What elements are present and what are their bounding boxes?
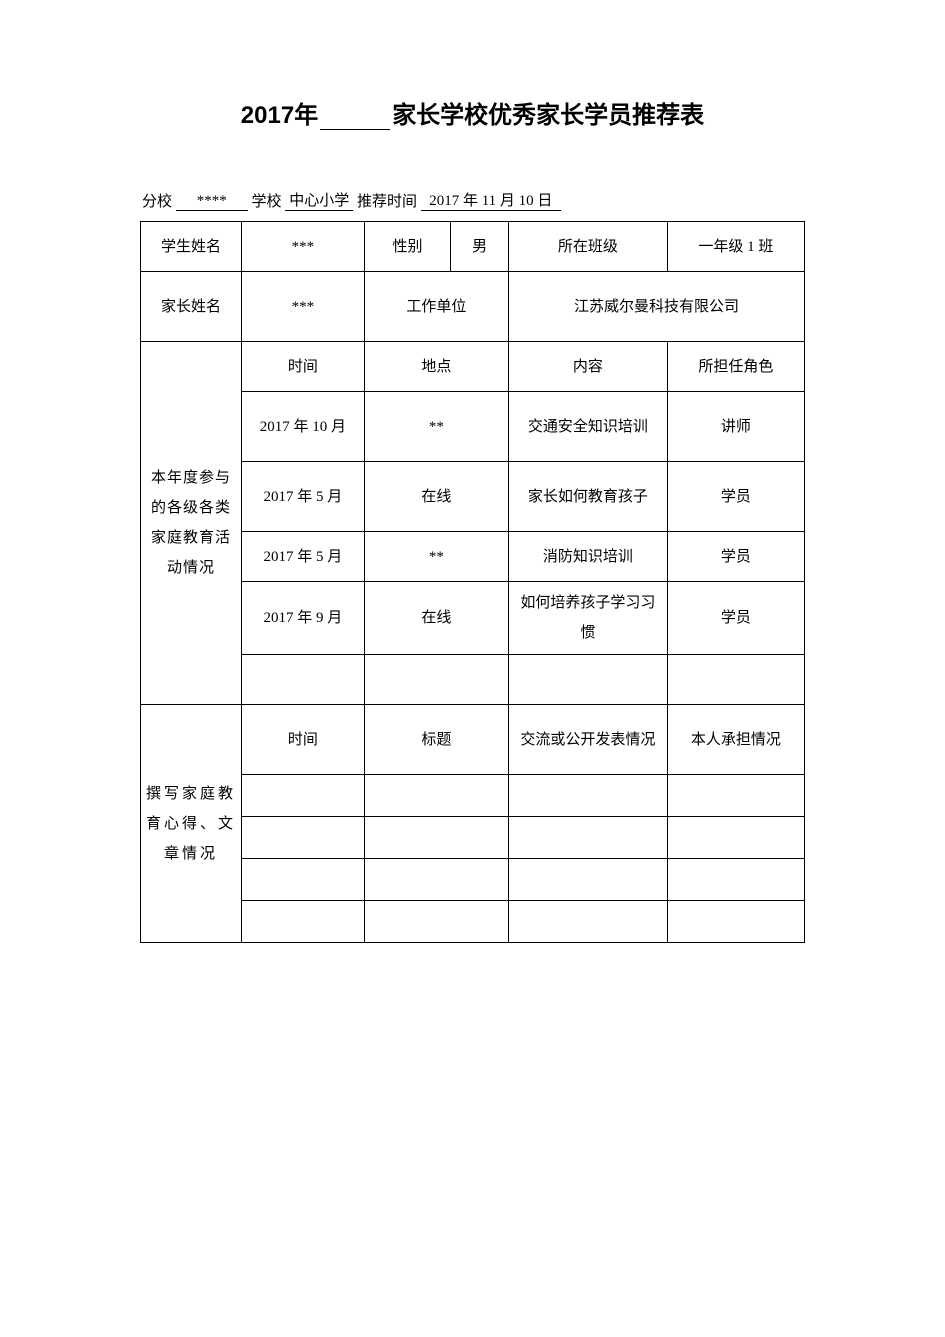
activity-place: ** — [364, 392, 508, 462]
branch-label: 分校 — [142, 194, 172, 210]
activity-place — [364, 655, 508, 705]
date-label: 推荐时间 — [357, 194, 417, 210]
activity-time — [242, 655, 365, 705]
writing-time — [242, 817, 365, 859]
activities-section-label: 本年度参与的各级各类家庭教育活动情况 — [141, 342, 242, 705]
work-label: 工作单位 — [364, 272, 508, 342]
writings-section-label: 撰写家庭教育心得、文章情况 — [141, 705, 242, 943]
activity-place: ** — [364, 532, 508, 582]
activities-header-place: 地点 — [364, 342, 508, 392]
writing-title — [364, 859, 508, 901]
title-year-suffix: 年 — [294, 103, 318, 129]
writing-title — [364, 817, 508, 859]
parent-name-value: *** — [242, 272, 365, 342]
title-blank-underline — [320, 106, 390, 130]
gender-value: 男 — [451, 222, 509, 272]
student-row: 学生姓名 *** 性别 男 所在班级 一年级 1 班 — [141, 222, 805, 272]
activity-role: 学员 — [667, 582, 804, 655]
writings-header-time: 时间 — [242, 705, 365, 775]
subtitle-line: 分校 **** 学校 中心小学 推荐时间 2017 年 11 月 10 日 — [140, 190, 805, 211]
class-value: 一年级 1 班 — [667, 222, 804, 272]
activities-header-role: 所担任角色 — [667, 342, 804, 392]
writing-role — [667, 775, 804, 817]
writing-publish — [509, 901, 668, 943]
activity-content — [509, 655, 668, 705]
parent-name-label: 家长姓名 — [141, 272, 242, 342]
activities-header-content: 内容 — [509, 342, 668, 392]
writing-time — [242, 901, 365, 943]
writing-time — [242, 775, 365, 817]
activities-header-row: 本年度参与的各级各类家庭教育活动情况 时间 地点 内容 所担任角色 — [141, 342, 805, 392]
writings-header-row: 撰写家庭教育心得、文章情况 时间 标题 交流或公开发表情况 本人承担情况 — [141, 705, 805, 775]
writing-role — [667, 859, 804, 901]
student-name-value: *** — [242, 222, 365, 272]
activity-role: 学员 — [667, 462, 804, 532]
school-label: 学校 — [252, 194, 282, 210]
activity-place: 在线 — [364, 462, 508, 532]
work-value: 江苏威尔曼科技有限公司 — [509, 272, 805, 342]
recommendation-table: 学生姓名 *** 性别 男 所在班级 一年级 1 班 家长姓名 *** 工作单位… — [140, 221, 805, 943]
activity-place: 在线 — [364, 582, 508, 655]
writing-publish — [509, 775, 668, 817]
writings-header-role: 本人承担情况 — [667, 705, 804, 775]
writing-time — [242, 859, 365, 901]
activity-role: 讲师 — [667, 392, 804, 462]
activity-content: 家长如何教育孩子 — [509, 462, 668, 532]
writings-header-publish: 交流或公开发表情况 — [509, 705, 668, 775]
activity-content: 消防知识培训 — [509, 532, 668, 582]
activity-time: 2017 年 5 月 — [242, 532, 365, 582]
activity-time: 2017 年 10 月 — [242, 392, 365, 462]
branch-value: **** — [176, 193, 248, 211]
writing-title — [364, 775, 508, 817]
activity-role — [667, 655, 804, 705]
student-name-label: 学生姓名 — [141, 222, 242, 272]
writing-role — [667, 817, 804, 859]
parent-row: 家长姓名 *** 工作单位 江苏威尔曼科技有限公司 — [141, 272, 805, 342]
school-value: 中心小学 — [285, 193, 353, 211]
date-value: 2017 年 11 月 10 日 — [421, 193, 561, 211]
activity-time: 2017 年 5 月 — [242, 462, 365, 532]
writing-title — [364, 901, 508, 943]
class-label: 所在班级 — [509, 222, 668, 272]
activities-header-time: 时间 — [242, 342, 365, 392]
activity-content: 交通安全知识培训 — [509, 392, 668, 462]
page-title: 2017年 家长学校优秀家长学员推荐表 — [140, 95, 805, 130]
title-year: 2017 — [241, 102, 294, 129]
writing-publish — [509, 859, 668, 901]
writings-header-title: 标题 — [364, 705, 508, 775]
activity-time: 2017 年 9 月 — [242, 582, 365, 655]
writing-role — [667, 901, 804, 943]
gender-label: 性别 — [364, 222, 451, 272]
writing-publish — [509, 817, 668, 859]
title-suffix: 家长学校优秀家长学员推荐表 — [392, 103, 704, 129]
activity-content: 如何培养孩子学习习惯 — [509, 582, 668, 655]
activity-role: 学员 — [667, 532, 804, 582]
